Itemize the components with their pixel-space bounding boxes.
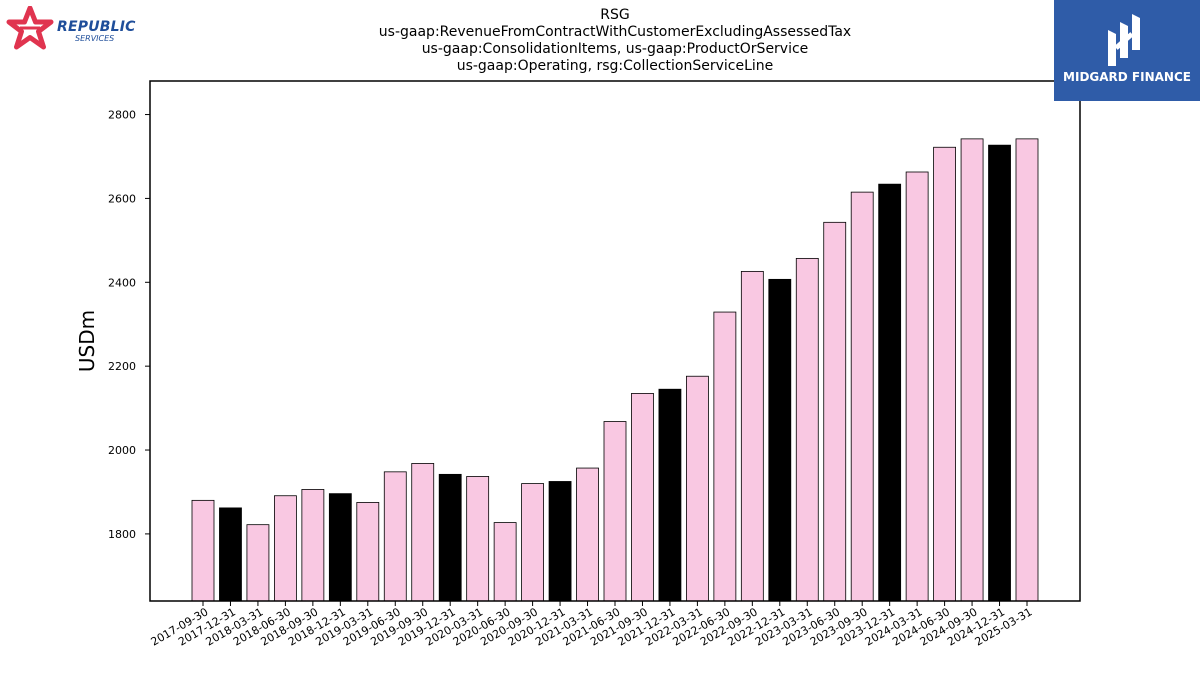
- y-tick-label: 1800: [108, 528, 136, 541]
- chart-title-line-1: RSG: [600, 7, 630, 23]
- chart-title-line-3: us-gaap:ConsolidationItems, us-gaap:Prod…: [421, 41, 809, 57]
- y-axis-label: USDm: [75, 310, 99, 372]
- bar-2022-06-30: [713, 311, 737, 602]
- bar-2020-12-31: [548, 481, 572, 602]
- chart-title-line-2: us-gaap:RevenueFromContractWithCustomerE…: [378, 24, 852, 40]
- bar-2021-06-30: [603, 421, 627, 602]
- bar-2017-09-30: [191, 499, 215, 602]
- bar-2024-03-31: [905, 171, 929, 602]
- bar-2018-06-30: [273, 495, 297, 602]
- bar-2020-06-30: [493, 522, 517, 602]
- y-tick-label: 2200: [108, 360, 136, 373]
- bar-2022-03-31: [686, 375, 709, 602]
- y-axis: 1800 2000 2200 2400 2600 2800: [108, 109, 150, 541]
- bar-2018-09-30: [301, 489, 325, 602]
- midgard-finance-logo: MIDGARD FINANCE: [1054, 0, 1200, 101]
- bar-2018-12-31: [328, 493, 352, 602]
- republic-brand-text: REPUBLIC: [57, 19, 136, 35]
- bar-2023-06-30: [823, 221, 847, 602]
- bars-layer: [191, 138, 1039, 602]
- bar-2023-09-30: [850, 191, 874, 602]
- bar-2019-09-30: [411, 463, 435, 602]
- bar-2021-03-31: [576, 467, 599, 602]
- y-tick-label: 2800: [108, 109, 136, 122]
- bar-2017-12-31: [219, 507, 242, 602]
- bar-2024-06-30: [933, 146, 956, 602]
- bar-2019-12-31: [438, 473, 462, 602]
- bar-2025-03-31: [1015, 138, 1039, 602]
- bar-2021-12-31: [658, 388, 682, 602]
- republic-sub-text: SERVICES: [75, 34, 115, 43]
- plot-frame: [149, 80, 1081, 602]
- midgard-mark-icon: [1108, 14, 1140, 66]
- chart-title-line-4: us-gaap:Operating, rsg:CollectionService…: [456, 58, 774, 74]
- bar-2024-12-31: [988, 144, 1011, 602]
- bar-2020-09-30: [521, 483, 544, 602]
- x-axis: 2017-09-302017-12-312018-03-312018-06-30…: [149, 601, 1035, 649]
- bar-2023-12-31: [878, 183, 902, 602]
- bar-2023-03-31: [795, 257, 819, 602]
- y-tick-label: 2600: [108, 192, 136, 205]
- bar-2019-03-31: [356, 502, 380, 602]
- midgard-brand-text: MIDGARD FINANCE: [1063, 70, 1191, 84]
- republic-services-logo: REPUBLIC SERVICES: [6, 5, 146, 52]
- republic-star-icon: [6, 5, 54, 50]
- bar-2024-09-30: [960, 138, 984, 602]
- bar-2019-06-30: [383, 471, 407, 602]
- bar-2022-09-30: [740, 270, 764, 602]
- y-tick-label: 2400: [108, 276, 136, 289]
- bar-2021-09-30: [631, 393, 654, 602]
- bar-2020-03-31: [466, 476, 490, 602]
- bar-2022-12-31: [768, 278, 792, 602]
- bar-2018-03-31: [246, 524, 270, 602]
- y-tick-label: 2000: [108, 444, 136, 457]
